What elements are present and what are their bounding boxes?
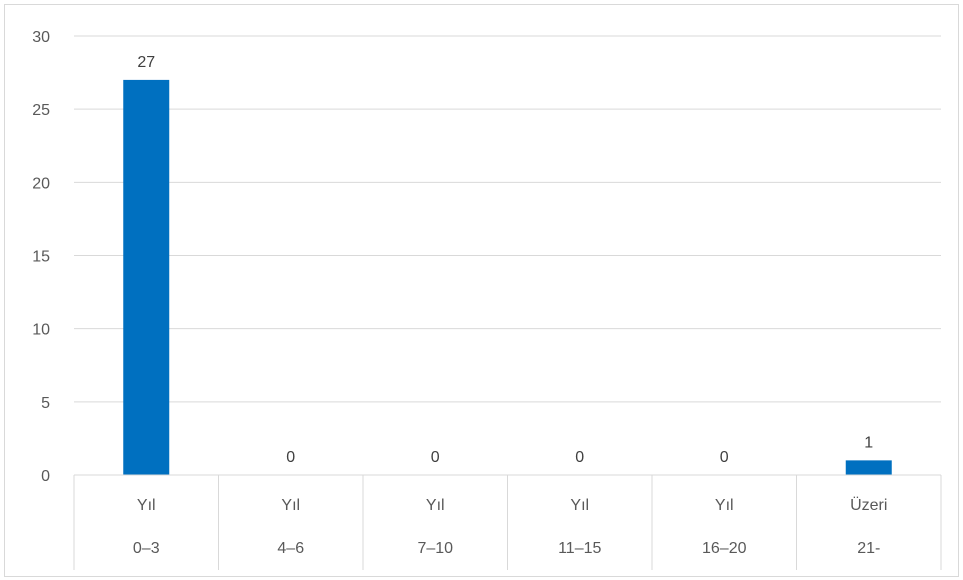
x-tick-label-2-line-1: 7–10 xyxy=(417,540,453,557)
x-tick-label-0-line-0: Yıl xyxy=(137,497,156,514)
x-tick-label-0-line-1: 0–3 xyxy=(133,540,160,557)
data-label-3: 0 xyxy=(575,449,584,466)
y-tick-label-5: 25 xyxy=(32,102,50,119)
bars xyxy=(123,79,892,476)
x-tick-label-2-line-0: Yıl xyxy=(426,497,445,514)
x-tick-label-5-line-1: 21- xyxy=(857,540,880,557)
x-tick-label-4-line-1: 16–20 xyxy=(702,540,747,557)
x-axis: Yıl 0–3 Yıl 4–6 Yıl 7–10 Yıl 11–15 Yıl 16–20 Üzeri… xyxy=(73,474,942,570)
y-tick-label-2: 10 xyxy=(32,322,50,339)
gridlines xyxy=(74,35,941,403)
data-label-0: 27 xyxy=(137,54,155,71)
x-tick-label-4-line-0: Yıl xyxy=(715,497,734,514)
x-tick-label-1-line-0: Yıl xyxy=(281,497,300,514)
data-label-4: 0 xyxy=(720,449,729,466)
bar-5 xyxy=(845,460,892,475)
data-labels: 27 0 0 0 0 1 xyxy=(137,54,873,466)
x-tick-label-5-line-0: Üzeri xyxy=(850,496,887,514)
y-tick-label-1: 5 xyxy=(41,395,50,412)
data-label-2: 0 xyxy=(431,449,440,466)
y-tick-label-0: 0 xyxy=(41,468,50,485)
data-label-5: 1 xyxy=(864,434,873,451)
x-tick-label-3-line-1: 11–15 xyxy=(558,540,601,557)
y-axis: 0 5 10 15 20 25 30 xyxy=(32,29,50,485)
y-tick-label-6: 30 xyxy=(32,29,50,46)
x-tick-label-1-line-1: 4–6 xyxy=(277,540,304,557)
bar-0 xyxy=(123,79,170,476)
y-tick-label-4: 20 xyxy=(32,175,50,192)
y-tick-label-3: 15 xyxy=(32,249,50,266)
x-tick-label-3-line-0: Yıl xyxy=(570,497,589,514)
data-label-1: 0 xyxy=(286,449,295,466)
